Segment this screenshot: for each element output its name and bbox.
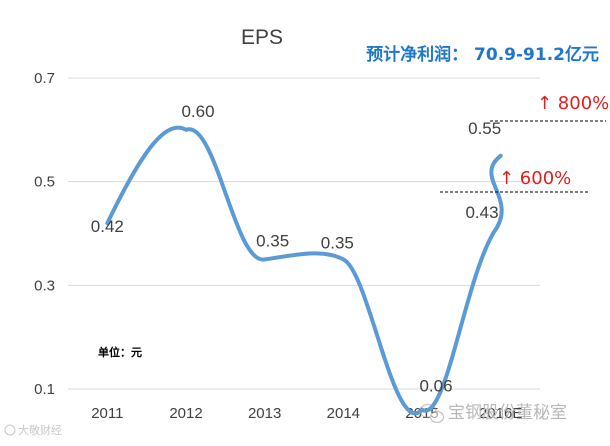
growth-600-annotation: ↑ 600% [499,168,571,189]
wechat-icon [419,403,445,424]
chart-title: EPS [241,26,283,49]
data-label: 0.35 [256,231,289,250]
x-tick-label: 2012 [169,405,202,422]
x-tick-label: 2013 [248,405,281,422]
data-label: 0.35 [321,233,354,252]
eps-series-line [105,125,504,416]
corner-watermark: 大敬财经 [4,423,62,437]
y-tick-label: 0.3 [34,277,55,294]
watermark-text: 宝钢股份董秘室 [448,403,567,423]
gridlines [68,77,540,390]
corner-logo-icon [4,424,16,436]
unit-label: 单位：元 [98,345,142,359]
data-label: 0.60 [181,102,214,121]
data-labels: 0.42 0.60 0.35 0.35 0.06 0.55 0.43 [91,102,501,396]
y-axis-ticks: 0.1 0.3 0.5 0.7 [34,70,55,398]
y-tick-label: 0.1 [34,381,55,398]
data-label: 0.06 [419,377,452,396]
x-tick-label: 2011 [91,405,123,422]
x-tick-label: 2014 [327,405,360,422]
profit-forecast-annotation: 预计净利润： 70.9-91.2亿元 [366,44,599,65]
x-axis-ticks: 2011 2012 2013 2014 2015 2016E [91,405,522,422]
corner-watermark-text: 大敬财经 [18,423,62,437]
x-tick-label: 2016E [479,405,522,422]
growth-800-annotation: ↑ 800% [537,93,609,114]
data-label: 0.42 [91,217,124,236]
data-label-2016-low: 0.43 [465,203,498,222]
y-tick-label: 0.7 [34,70,55,87]
wechat-watermark: 宝钢股份董秘室 [419,403,567,424]
y-tick-label: 0.5 [34,174,55,191]
data-label: 0.55 [468,119,501,138]
